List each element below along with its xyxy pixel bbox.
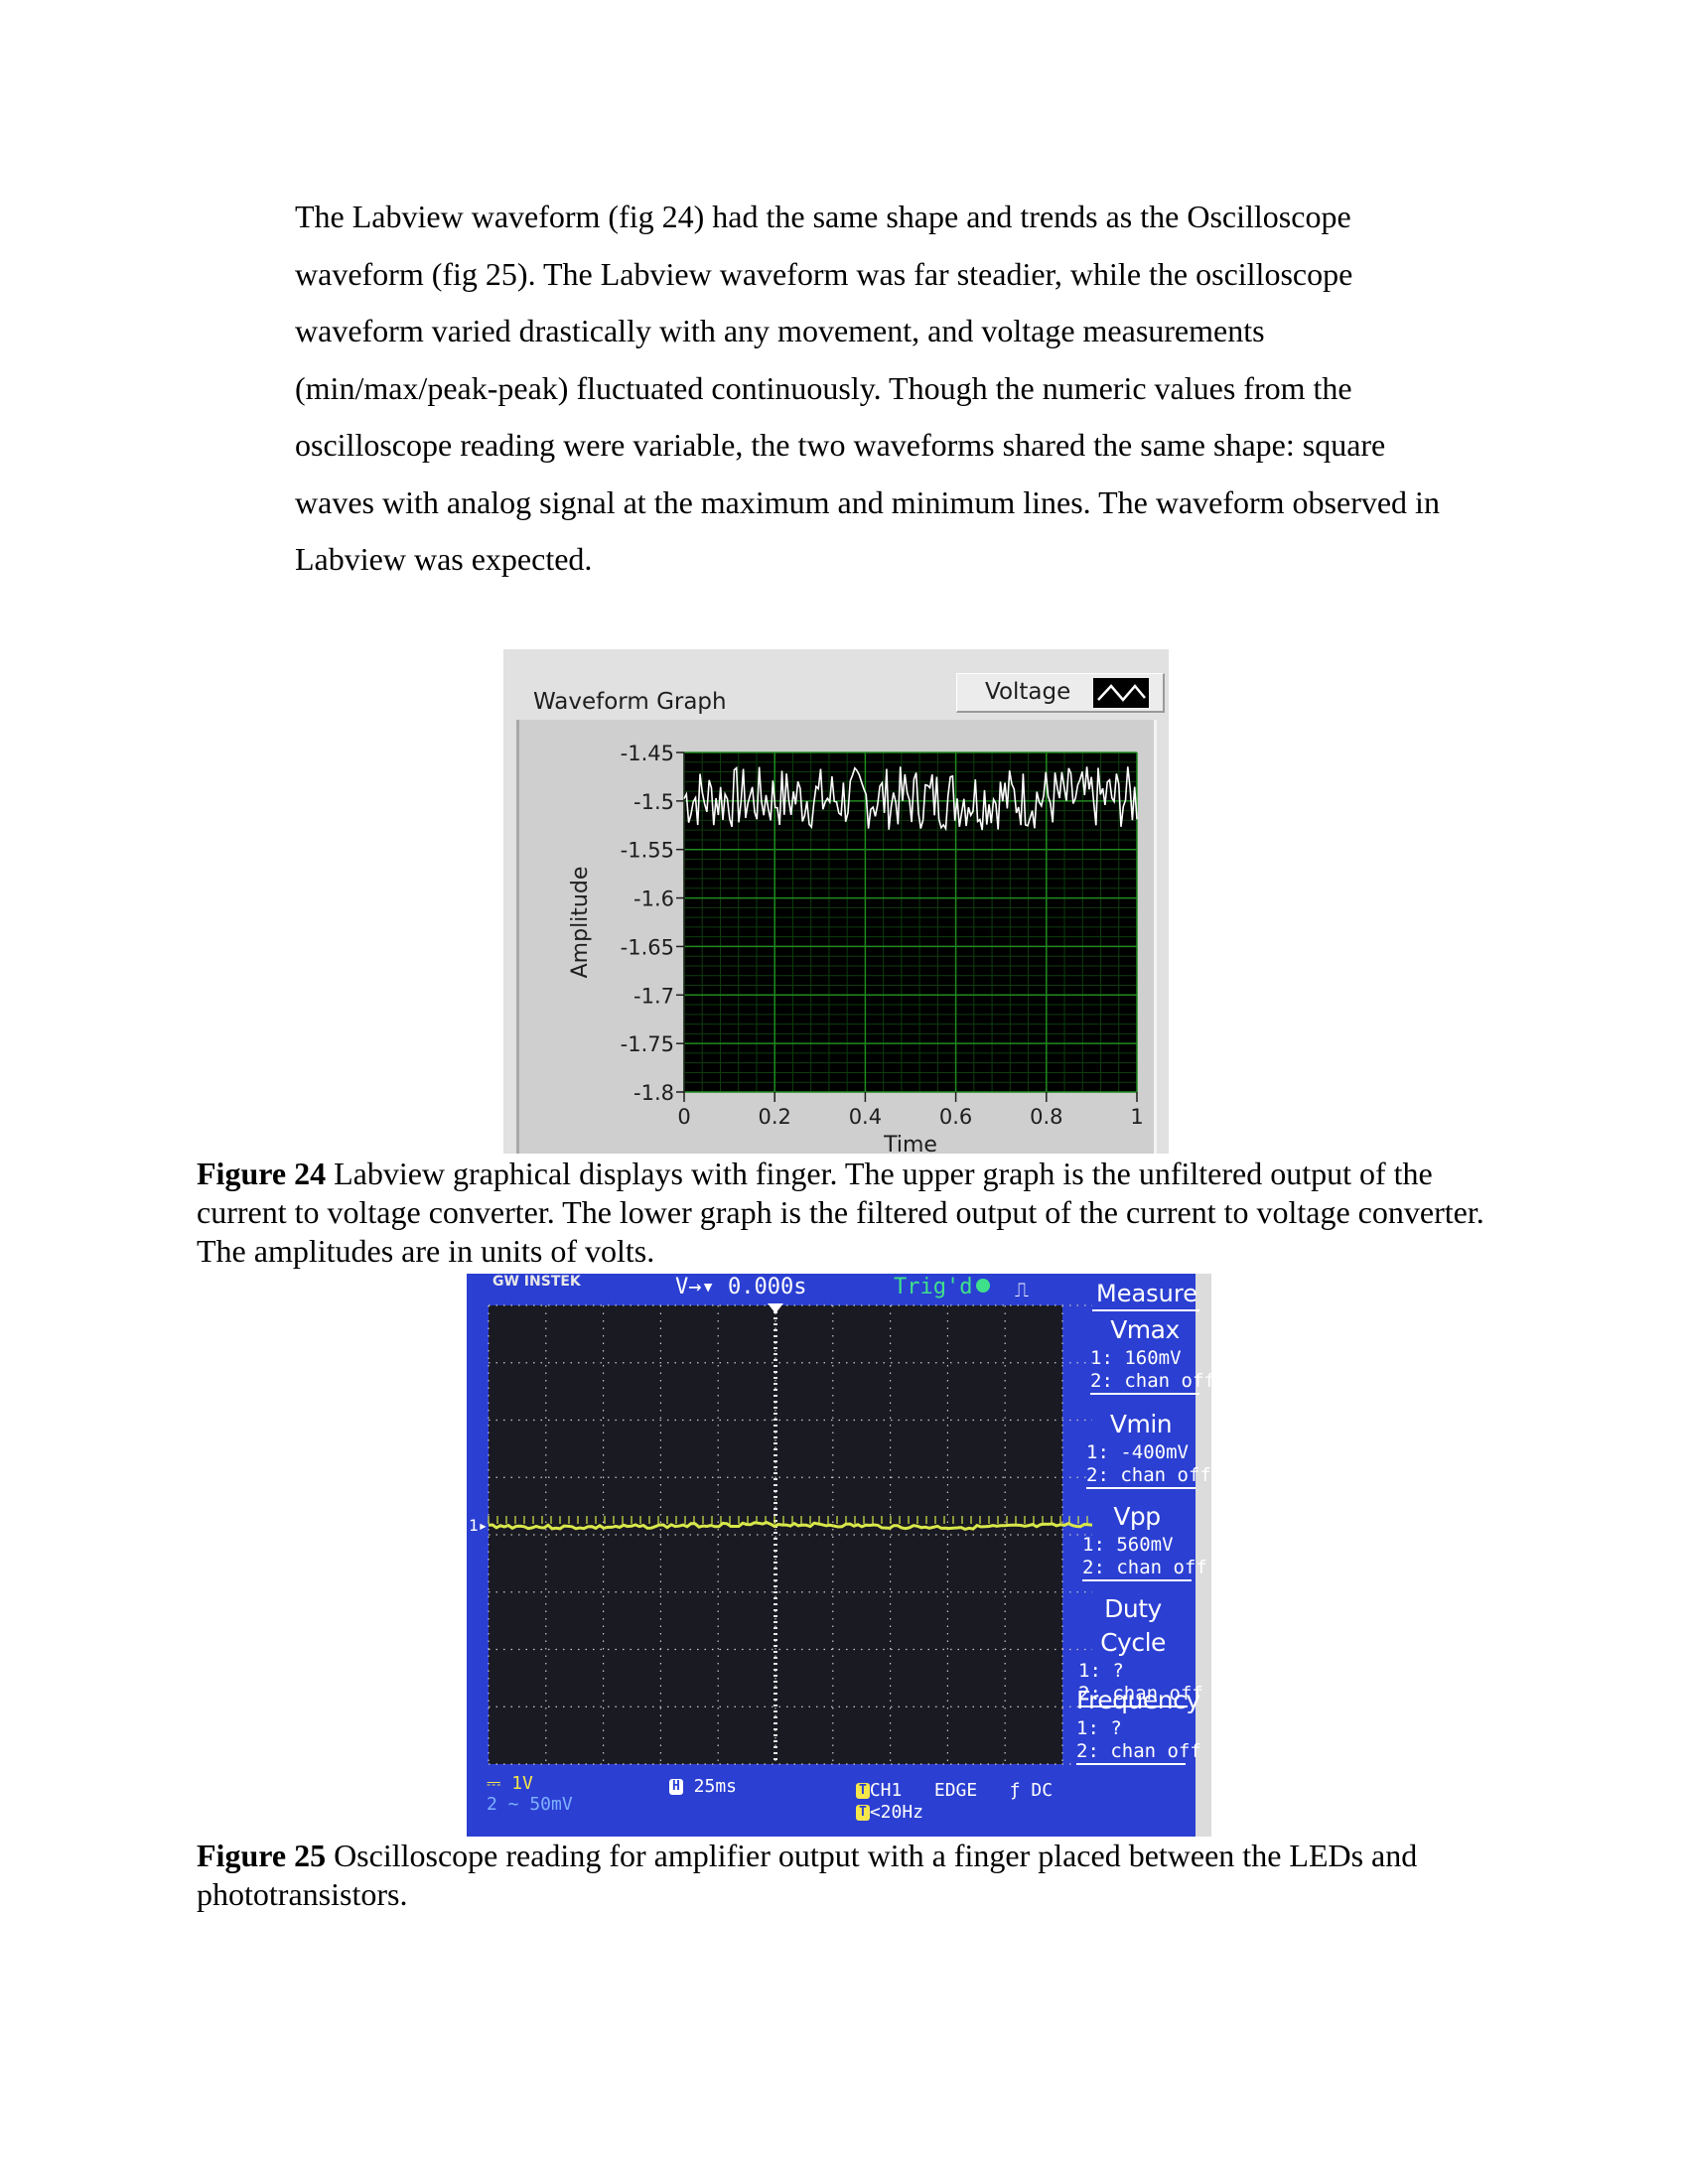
- timebase-icon: H: [669, 1779, 683, 1795]
- ch1-scale-text: ⎓ 1V: [487, 1773, 533, 1794]
- measure-name: Vmin: [1109, 1410, 1173, 1438]
- y-tick-label: -1.45: [621, 742, 674, 765]
- figure-24-text: Labview graphical displays with finger. …: [197, 1156, 1484, 1269]
- measure-title: Measure: [1092, 1278, 1199, 1311]
- figure-25-caption: Figure 25 Oscilloscope reading for ampli…: [197, 1837, 1527, 1914]
- trigger-type: EDGE: [933, 1780, 978, 1801]
- y-tick-label: -1.8: [633, 1081, 674, 1105]
- x-tick-label: 0.6: [939, 1105, 972, 1129]
- scope-bezel: [1196, 1274, 1211, 1837]
- scope-grid: [488, 1303, 1093, 1765]
- measure-vmax: Vmax 1: 160mV 2: chan off: [1090, 1313, 1211, 1395]
- y-tick-label: -1.55: [621, 839, 674, 863]
- x-tick-label: 0: [677, 1105, 690, 1129]
- trigger-edge-icon: ⎍: [1015, 1278, 1029, 1301]
- ch1-ground-marker: 1▸: [469, 1516, 489, 1535]
- measure-vmin: Vmin 1: -400mV 2: chan off: [1086, 1408, 1211, 1489]
- trace-ticks: [488, 1516, 1088, 1524]
- y-tick-label: -1.7: [633, 984, 674, 1008]
- x-tick-label: 0.2: [758, 1105, 790, 1129]
- measure-ch2: 2: chan off: [1078, 1683, 1203, 1707]
- scope-screen: [489, 1305, 1062, 1764]
- measure-ch1: 1: ?: [1076, 1717, 1122, 1739]
- scope-trigger-status: Trig'd: [894, 1275, 991, 1299]
- y-tick-label: -1.5: [633, 790, 674, 814]
- x-tick-label: 1: [1130, 1105, 1143, 1129]
- y-axis-label: Amplitude: [568, 867, 593, 979]
- trigger-source: CH1: [869, 1780, 903, 1801]
- y-tick-label: -1.6: [633, 887, 674, 911]
- x-axis-label: Time: [883, 1133, 937, 1154]
- measure-ch2: 2: chan off: [1086, 1464, 1211, 1489]
- measure-name: Vmax: [1110, 1315, 1180, 1344]
- figure-25-text: Oscilloscope reading for amplifier outpu…: [197, 1838, 1418, 1912]
- measure-name: Vpp: [1113, 1502, 1161, 1531]
- scope-brand-logo: GW INSTEK: [492, 1274, 581, 1290]
- plot-legend[interactable]: Voltage: [956, 673, 1165, 713]
- measure-ch2: 2: chan off: [1090, 1370, 1211, 1395]
- ch2-scale-text: 2 ∼ 50mV: [487, 1794, 573, 1815]
- body-paragraph: The Labview waveform (fig 24) had the sa…: [295, 199, 1440, 577]
- measure-ch1: 1: ?: [1078, 1660, 1124, 1682]
- labview-waveform-panel: Waveform Graph Voltage -1.45 -1.5 -1.55 -1.…: [503, 649, 1169, 1154]
- measure-ch1: 1: -400mV: [1086, 1441, 1189, 1463]
- trigger-info: T CH1 EDGE ƒ DC: [856, 1780, 1053, 1802]
- trigger-coupling: ƒ DC: [1009, 1780, 1054, 1801]
- measure-ch2: 2: chan off: [1082, 1557, 1207, 1581]
- y-tick-label: -1.75: [621, 1032, 674, 1056]
- measure-ch2: 2: chan off: [1076, 1740, 1201, 1765]
- trigger-position-icon: [768, 1303, 783, 1313]
- waveform-graph-title: Waveform Graph: [533, 689, 727, 715]
- timebase: H 25ms: [669, 1776, 737, 1798]
- legend-series-label: Voltage: [985, 679, 1071, 705]
- legend-waveform-icon: [1093, 678, 1149, 708]
- trigger-status-text: Trig'd: [894, 1275, 973, 1299]
- trigger-source-icon: T: [856, 1783, 870, 1799]
- bandwidth-text: <20Hz: [869, 1802, 924, 1823]
- measure-vpp: Vpp 1: 560mV 2: chan off: [1082, 1500, 1207, 1581]
- x-tick-label: 0.8: [1030, 1105, 1062, 1129]
- oscilloscope-photo: GW INSTEK V→▾ 0.000s Trig'd ⎍ Measure Vm…: [467, 1274, 1211, 1837]
- bandwidth-icon: T: [856, 1805, 870, 1821]
- figure-24-caption: Figure 24 Labview graphical displays wit…: [197, 1155, 1527, 1271]
- y-tick-label: -1.65: [621, 935, 674, 959]
- figure-25-label: Figure 25: [197, 1838, 327, 1873]
- timebase-text: 25ms: [693, 1776, 738, 1797]
- trigger-dot-icon: [976, 1279, 991, 1293]
- bandwidth: T <20Hz: [856, 1802, 923, 1824]
- measure-name: Duty Cycle: [1100, 1594, 1166, 1657]
- measure-ch1: 1: 560mV: [1082, 1534, 1174, 1556]
- x-tick-label: 0.4: [849, 1105, 882, 1129]
- measure-ch1: 1: 160mV: [1090, 1347, 1182, 1369]
- voltage-series-line: [683, 765, 1138, 832]
- scope-time-offset: V→▾ 0.000s: [675, 1275, 807, 1299]
- ch1-scale: ⎓ 1V: [487, 1773, 533, 1795]
- measure-frequency: Frequency 1: ? 2: chan off: [1076, 1684, 1201, 1765]
- measure-duty-cycle: Duty Cycle 1: ? 2: chan off: [1078, 1592, 1203, 1707]
- measure-name: Frequency: [1076, 1686, 1200, 1714]
- scope-trace-line: [488, 1520, 1093, 1531]
- ch2-scale: 2 ∼ 50mV: [487, 1794, 573, 1816]
- waveform-chart[interactable]: -1.45 -1.5 -1.55 -1.6 -1.65 -1.7 -1.75 -1.80 0.2…: [503, 649, 1169, 1154]
- figure-24-label: Figure 24: [197, 1156, 327, 1191]
